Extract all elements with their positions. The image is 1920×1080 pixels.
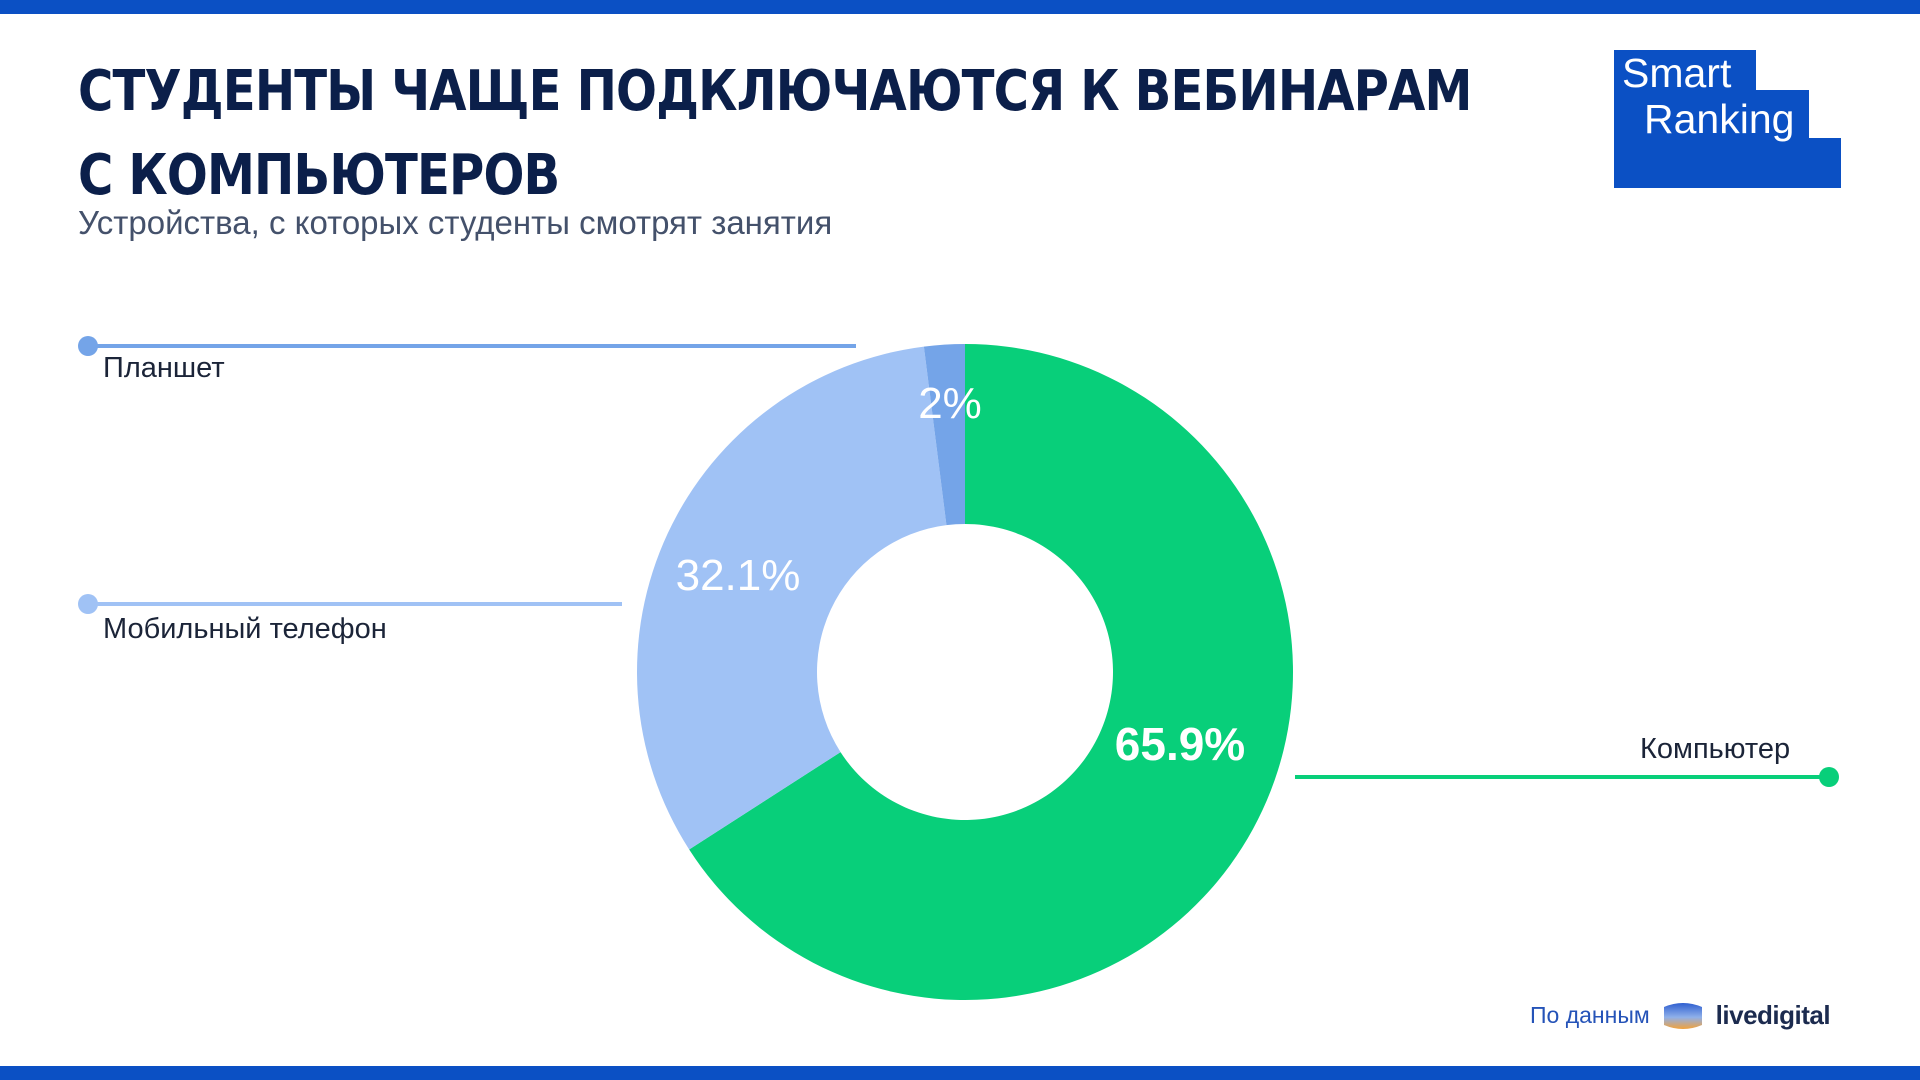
legend-dot xyxy=(78,336,98,356)
legend-dot xyxy=(78,594,98,614)
donut-slice-2 xyxy=(637,346,947,850)
title-line-2: С КОМПЬЮТЕРОВ xyxy=(78,143,560,208)
legend-label: Компьютер xyxy=(1640,733,1791,765)
smart-ranking-logo: Smart Ranking xyxy=(1614,50,1841,188)
title-line-1: СТУДЕНТЫ ЧАЩЕ ПОДКЛЮЧАЮТСЯ К ВЕБИНАРАМ xyxy=(78,59,1472,124)
donut-slice-3 xyxy=(923,344,965,526)
page-title: СТУДЕНТЫ ЧАЩЕ ПОДКЛЮЧАЮТСЯ К ВЕБИНАРАМ С… xyxy=(78,50,1472,218)
top-accent-bar xyxy=(0,0,1920,14)
logo-line-1: Smart xyxy=(1622,50,1732,96)
legend-label: Мобильный телефон xyxy=(103,613,387,645)
source-brand: livedigital xyxy=(1715,1000,1831,1030)
donut-slice-1 xyxy=(689,344,1293,1000)
legend-label: Планшет xyxy=(103,352,225,384)
logo-line-2: Ranking xyxy=(1644,96,1794,142)
bottom-accent-bar xyxy=(0,1066,1920,1080)
source-prefix: По данным xyxy=(1530,1002,1650,1028)
legend-dot xyxy=(1819,767,1839,787)
slice-value-label: 2% xyxy=(918,379,982,428)
data-source: По данным livedigital xyxy=(1530,1000,1831,1031)
page-subtitle: Устройства, с которых студенты смотрят з… xyxy=(78,204,833,241)
slice-value-label: 65.9% xyxy=(1115,718,1245,770)
livedigital-logo-icon xyxy=(1663,1002,1702,1029)
slice-value-label: 32.1% xyxy=(676,551,801,600)
